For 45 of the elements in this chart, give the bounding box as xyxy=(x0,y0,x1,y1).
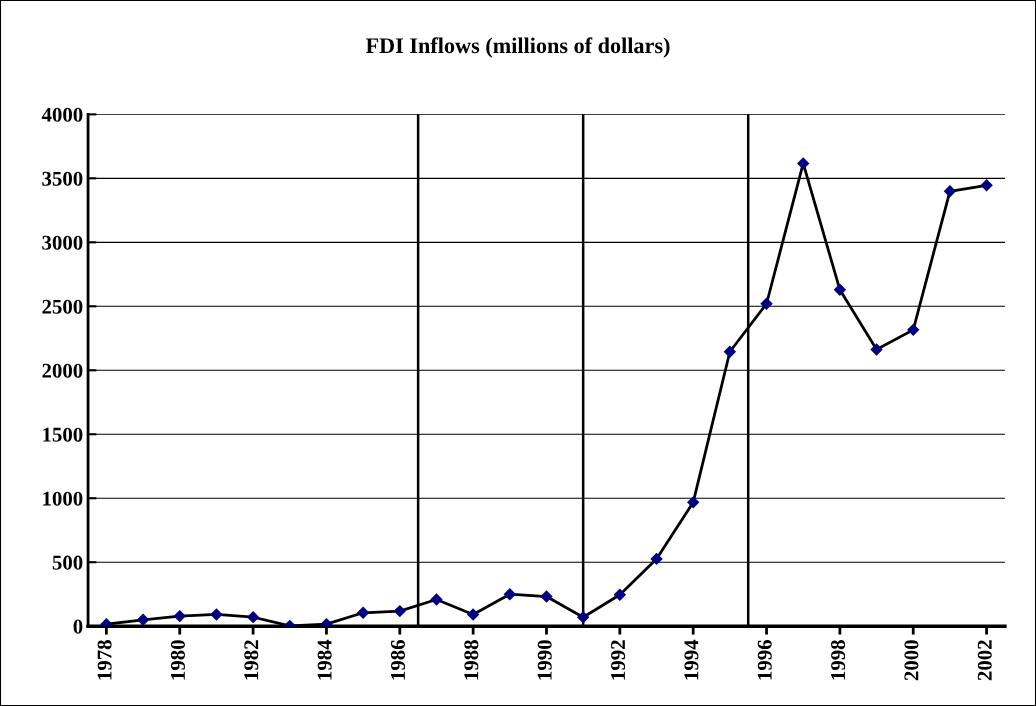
x-tick-label: 2000 xyxy=(904,640,919,681)
y-tick-label: 2000 xyxy=(42,363,83,378)
chart-title: FDI Inflows (millions of dollars) xyxy=(365,37,670,58)
point xyxy=(136,613,150,627)
x-tick-label: 1988 xyxy=(464,640,479,680)
y-tick-label: 4000 xyxy=(41,107,83,122)
point xyxy=(943,185,957,198)
point xyxy=(246,610,260,624)
point xyxy=(980,179,993,192)
point xyxy=(430,593,443,606)
point xyxy=(393,604,406,618)
point xyxy=(833,283,847,297)
x-tick-label: 1980 xyxy=(170,640,185,680)
x-tick-label: 1984 xyxy=(317,639,332,680)
point xyxy=(686,496,700,509)
y-tick-label: 0 xyxy=(73,619,83,634)
x-tick-label: 1978 xyxy=(97,640,112,680)
point xyxy=(650,552,663,566)
x-tick-label: 1996 xyxy=(757,640,772,680)
point xyxy=(173,609,186,623)
point xyxy=(723,345,737,358)
point xyxy=(466,608,480,621)
y-tick-label: 1000 xyxy=(43,491,83,506)
point xyxy=(907,323,920,337)
point xyxy=(210,608,223,621)
point xyxy=(797,157,810,170)
point xyxy=(870,343,883,356)
point xyxy=(613,588,627,601)
y-tick-label: 1500 xyxy=(43,427,83,442)
y-tick-label: 2500 xyxy=(42,299,83,314)
x-tick-label: 1994 xyxy=(684,639,699,680)
y-tick-label: 3500 xyxy=(42,171,83,186)
x-tick-label: 1990 xyxy=(537,640,552,680)
point xyxy=(760,297,773,310)
x-tick-label: 2002 xyxy=(977,640,992,681)
y-tick-label: 500 xyxy=(52,555,83,570)
point xyxy=(540,590,553,603)
x-tick-label: 1982 xyxy=(244,640,259,680)
point xyxy=(356,606,370,619)
x-tick-label: 1992 xyxy=(611,640,626,680)
y-tick-label: 3000 xyxy=(42,235,83,250)
point xyxy=(503,588,517,601)
x-tick-label: 1998 xyxy=(831,640,846,680)
point xyxy=(576,611,590,624)
x-tick-label: 1986 xyxy=(390,640,406,680)
